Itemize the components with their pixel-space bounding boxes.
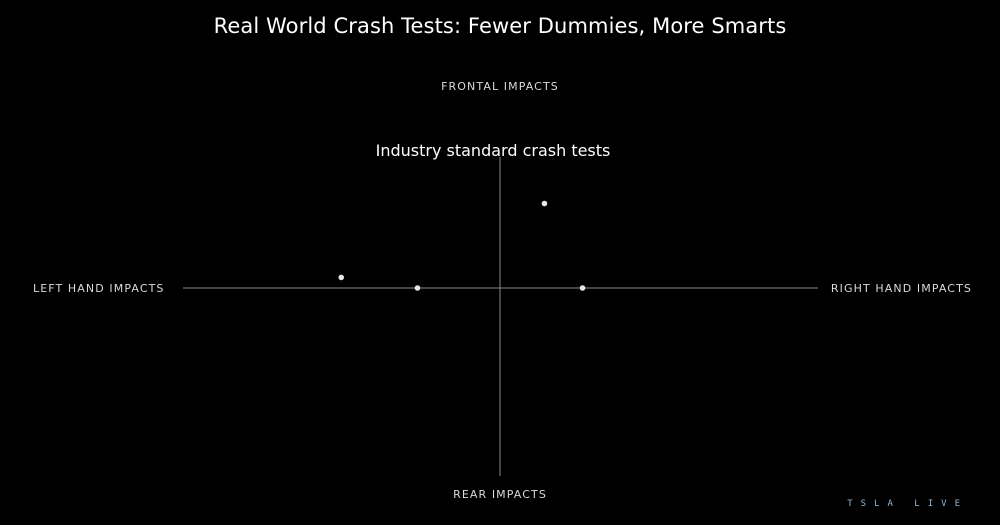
data-point-1 [541, 200, 548, 207]
data-point-2 [338, 274, 345, 281]
axis-label-frontal: FRONTAL IMPACTS [441, 80, 559, 93]
data-point-3 [414, 285, 421, 291]
data-point-4 [579, 285, 586, 291]
chart-title: Real World Crash Tests: Fewer Dummies, M… [213, 14, 787, 38]
axis-label-left-hand: LEFT HAND IMPACTS [33, 282, 165, 295]
data-points [338, 200, 586, 291]
axis-label-rear: REAR IMPACTS [453, 488, 547, 501]
axis-label-right-hand: RIGHT HAND IMPACTS [830, 282, 972, 295]
chart-annotation: Industry standard crash tests [375, 141, 611, 160]
watermark-logo: TSLA LIVE [847, 499, 968, 509]
